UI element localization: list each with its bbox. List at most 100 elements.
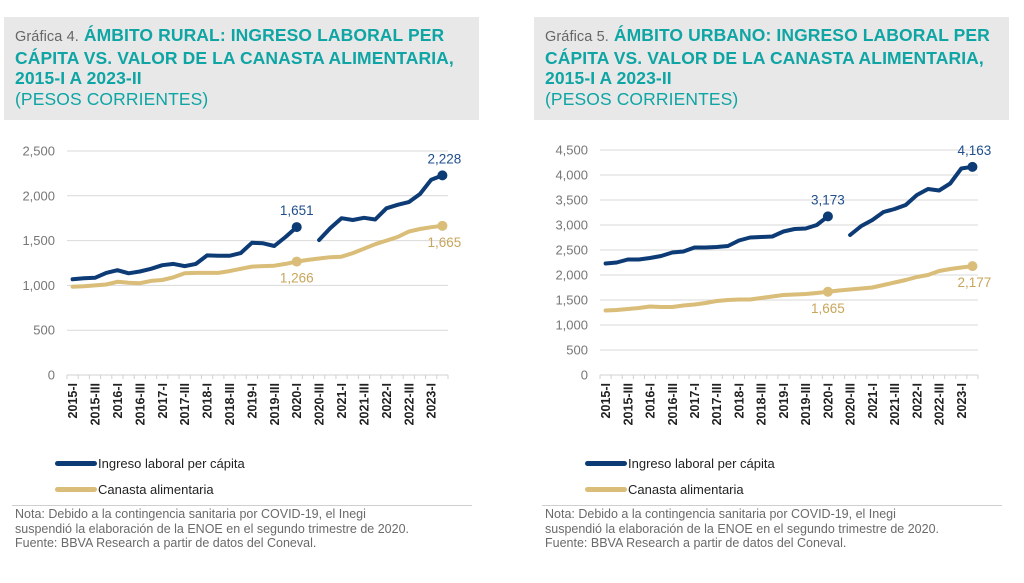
y-tick-label: 0: [581, 368, 588, 383]
highlight-marker-income: [291, 222, 302, 233]
x-tick-label: 2017-III: [178, 383, 192, 425]
y-tick-label: 4,500: [555, 143, 588, 158]
legend-item-income: Ingreso laboral per cápita: [55, 450, 245, 476]
data-label-income: 2,228: [427, 151, 461, 166]
x-tick-label: 2020-I: [821, 383, 835, 418]
legend-swatch-basket: [585, 486, 627, 492]
chart-title-main: ÁMBITO URBANO: INGRESO LABORAL PER CÁPIT…: [545, 25, 990, 88]
x-tick-label: 2022-III: [933, 383, 947, 425]
y-tick-label: 500: [33, 323, 55, 338]
note-line: Nota: Debido a la contingencia sanitaria…: [15, 507, 366, 521]
y-tick-label: 2,500: [555, 243, 588, 258]
y-tick-label: 500: [566, 343, 588, 358]
x-tick-label: 2022-III: [402, 383, 416, 425]
data-label-basket: 1,665: [427, 235, 461, 250]
legend-label: Ingreso laboral per cápita: [98, 455, 245, 471]
x-tick-label: 2017-I: [688, 383, 702, 418]
legend-swatch-basket: [55, 486, 97, 492]
highlight-marker-income: [822, 211, 833, 222]
x-tick-label: 2021-III: [888, 383, 902, 425]
series-line-income: [603, 214, 830, 266]
divider: [12, 505, 472, 506]
y-tick-label: 1,500: [22, 233, 55, 248]
x-tick-label: 2015-III: [89, 383, 103, 425]
x-tick-label: 2019-III: [268, 383, 282, 425]
chart-number: Gráfica 5.: [545, 29, 609, 45]
chart-note: Nota: Debido a la contingencia sanitaria…: [545, 507, 939, 551]
x-tick-label: 2015-III: [621, 383, 635, 425]
chart-panel-urban: Gráfica 5. ÁMBITO URBANO: INGRESO LABORA…: [520, 0, 1024, 583]
x-tick-label: 2018-III: [755, 383, 769, 425]
data-label-basket: 2,177: [958, 275, 992, 290]
chart-title: Gráfica 5. ÁMBITO URBANO: INGRESO LABORA…: [545, 25, 1005, 109]
x-tick-label: 2015-I: [66, 383, 80, 418]
chart-note: Nota: Debido a la contingencia sanitaria…: [15, 507, 409, 551]
x-tick-label: 2016-III: [133, 383, 147, 425]
legend-item-income: Ingreso laboral per cápita: [585, 450, 775, 476]
legend-item-basket: Canasta alimentaria: [585, 476, 775, 502]
chart-title-box: Gráfica 4. ÁMBITO RURAL: INGRESO LABORAL…: [4, 17, 479, 120]
x-tick-label: 2016-I: [111, 383, 125, 418]
x-tick-label: 2023-I: [955, 383, 969, 418]
y-tick-label: 0: [48, 368, 55, 383]
x-tick-label: 2022-I: [910, 383, 924, 418]
x-tick-label: 2019-I: [245, 383, 259, 418]
data-label-income: 1,651: [280, 203, 314, 218]
x-tick-label: 2020-III: [313, 383, 327, 425]
series-line-income: [848, 164, 975, 237]
legend-swatch-income: [585, 460, 627, 466]
x-tick-label: 2019-III: [799, 383, 813, 425]
x-tick-label: 2019-I: [777, 383, 791, 418]
source-line: Fuente: BBVA Research a partir de datos …: [15, 536, 317, 550]
chart-panel-rural: Gráfica 4. ÁMBITO RURAL: INGRESO LABORAL…: [4, 17, 479, 551]
y-tick-label: 2,500: [22, 144, 55, 159]
highlight-marker-basket: [967, 261, 978, 272]
highlight-marker-income: [437, 170, 448, 181]
legend-swatch-income: [55, 460, 97, 466]
y-tick-label: 1,000: [22, 278, 55, 293]
series-line-basket: [70, 223, 445, 289]
note-line: suspendió la elaboración de la ENOE en e…: [15, 521, 410, 536]
x-tick-label: 2021-I: [866, 383, 880, 418]
y-tick-label: 4,000: [555, 168, 588, 183]
highlight-marker-basket: [291, 256, 302, 267]
x-tick-label: 2016-III: [666, 383, 680, 425]
x-tick-label: 2018-III: [223, 383, 237, 425]
y-tick-label: 2,000: [22, 188, 55, 203]
data-label-income: 4,163: [958, 143, 992, 158]
y-tick-label: 1,000: [555, 318, 588, 333]
chart-unit: (PESOS CORRIENTES): [15, 88, 209, 109]
chart-title: Gráfica 4. ÁMBITO RURAL: INGRESO LABORAL…: [15, 25, 475, 109]
highlight-marker-basket: [437, 220, 448, 231]
y-tick-label: 2,000: [555, 268, 588, 283]
chart-number: Gráfica 4.: [15, 29, 79, 45]
divider: [542, 505, 1002, 506]
x-tick-label: 2017-III: [710, 383, 724, 425]
x-tick-label: 2022-I: [380, 383, 394, 418]
data-label-basket: 1,266: [280, 271, 314, 286]
legend-label: Ingreso laboral per cápita: [628, 455, 775, 471]
x-tick-label: 2015-I: [599, 383, 613, 418]
legend-label: Canasta alimentaria: [628, 481, 744, 497]
chart-unit: (PESOS CORRIENTES): [545, 88, 739, 109]
x-tick-label: 2018-I: [201, 383, 215, 418]
series-line-basket: [603, 264, 975, 313]
chart-title-box: Gráfica 5. ÁMBITO URBANO: INGRESO LABORA…: [534, 17, 1009, 120]
x-tick-label: 2023-I: [425, 383, 439, 418]
line-chart-urban: 0 500 1,000 1,500 2,000 2,500 3,000 3,500 4,000 4…: [555, 143, 992, 426]
data-label-basket: 1,665: [811, 301, 845, 316]
chart-title-main: ÁMBITO RURAL: INGRESO LABORAL PER CÁPITA…: [15, 25, 454, 88]
line-chart-rural: 0 500 1,000 1,500 2,000 2,500 2015-I 2015-III 20…: [22, 144, 461, 426]
note-line: suspendió la elaboración de la ENOE en e…: [545, 521, 940, 536]
x-tick-label: 2018-I: [732, 383, 746, 418]
y-tick-label: 3,500: [555, 193, 588, 208]
x-tick-label: 2020-III: [844, 383, 858, 425]
legend-item-basket: Canasta alimentaria: [55, 476, 245, 502]
x-tick-label: 2021-III: [357, 383, 371, 425]
x-tick-label: 2016-I: [644, 383, 658, 418]
legend-label: Canasta alimentaria: [98, 481, 214, 497]
legend: Ingreso laboral per cápita Canasta alime…: [585, 450, 775, 502]
source-line: Fuente: BBVA Research a partir de datos …: [545, 536, 847, 550]
highlight-marker-basket: [822, 286, 833, 297]
legend: Ingreso laboral per cápita Canasta alime…: [55, 450, 245, 502]
